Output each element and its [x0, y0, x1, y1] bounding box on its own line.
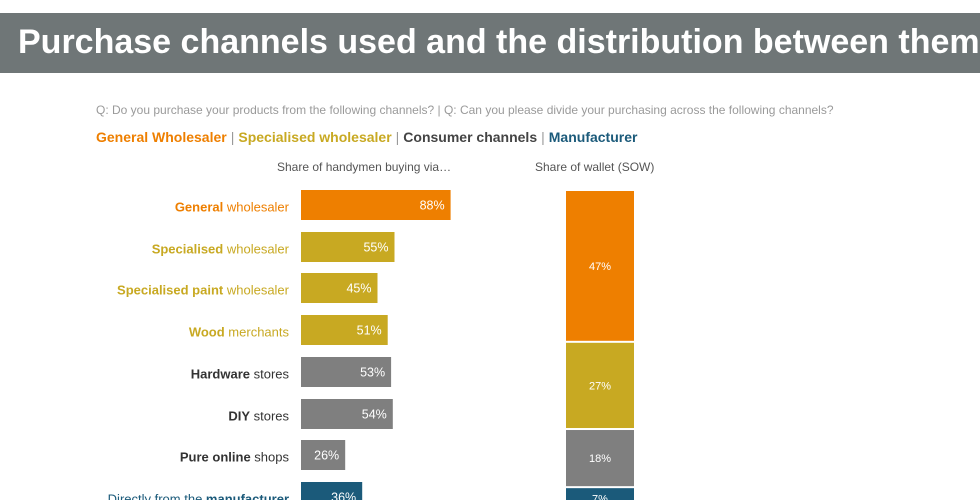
bar-value-label: 36%	[331, 491, 356, 500]
stack-segment	[566, 342, 634, 429]
bar	[301, 399, 393, 429]
bar-value-label: 55%	[363, 241, 388, 255]
category-label-rest: wholesaler	[223, 200, 289, 215]
legend-item-specialised-wholesaler: Specialised wholesaler	[238, 129, 392, 145]
category-label: Directly from the manufacturer	[108, 492, 289, 500]
legend-separator: |	[541, 129, 545, 145]
category-label-bold: Hardware	[191, 367, 250, 382]
stack-segment	[566, 191, 634, 341]
stack-segment-label: 27%	[589, 380, 611, 392]
legend-separator: |	[230, 129, 235, 145]
category-label-bold: manufacturer	[206, 492, 289, 500]
bar	[301, 440, 346, 470]
bar-value-label: 54%	[362, 408, 387, 422]
stack-segment-label: 47%	[589, 261, 611, 273]
category-label-rest: stores	[250, 409, 290, 424]
category-label-bold: Pure online	[180, 450, 251, 465]
category-label-rest: shops	[251, 450, 290, 465]
left-panel-title: Share of handymen buying via…	[277, 160, 452, 174]
bar-value-label: 88%	[420, 199, 445, 213]
stack-segment-label: 18%	[589, 453, 611, 465]
bar-value-label: 53%	[360, 366, 385, 380]
title-bar: Purchase channels used and the distribut…	[0, 13, 980, 73]
category-label: Hardware stores	[191, 367, 290, 382]
stack-segment	[566, 430, 634, 487]
question-text: Q: Do you purchase your products from th…	[96, 103, 834, 117]
bar	[301, 482, 363, 500]
legend-separator: |	[395, 129, 400, 145]
category-label-bold: Specialised paint	[117, 283, 224, 298]
category-label-rest: wholesaler	[223, 242, 289, 257]
category-label-bold: DIY	[228, 409, 250, 424]
bar	[301, 232, 395, 262]
bar-value-label: 26%	[314, 449, 339, 463]
category-label-prefix: Directly from the	[108, 492, 206, 500]
stack-segment	[566, 488, 634, 500]
legend-item-manufacturer: Manufacturer	[548, 129, 638, 145]
category-label-bold: Specialised	[152, 242, 224, 257]
legend-item-consumer-channels: Consumer channels	[403, 129, 538, 145]
bar	[301, 357, 392, 387]
bar	[301, 190, 451, 220]
right-panel-title: Share of wallet (SOW)	[535, 160, 655, 174]
category-label-bold: General	[175, 200, 223, 215]
category-label: General wholesaler	[175, 200, 290, 215]
bar	[301, 273, 378, 303]
bar-value-label: 51%	[357, 324, 382, 338]
page-title: Purchase channels used and the distribut…	[18, 23, 980, 61]
bar	[301, 315, 388, 345]
category-label-bold: Wood	[189, 325, 225, 340]
category-label-rest: wholesaler	[223, 283, 289, 298]
bar-value-label: 45%	[346, 282, 371, 296]
category-label: Specialised wholesaler	[152, 242, 290, 257]
category-label: Specialised paint wholesaler	[117, 283, 290, 298]
stack-segment-label: 7%	[592, 493, 608, 500]
category-label-rest: stores	[250, 367, 290, 382]
category-label: DIY stores	[228, 409, 289, 424]
category-label: Wood merchants	[189, 325, 290, 340]
category-label: Pure online shops	[180, 450, 290, 465]
legend-item-general-wholesaler: General Wholesaler	[96, 129, 227, 145]
category-label-rest: merchants	[225, 325, 290, 340]
legend: General Wholesaler | Specialised wholesale…	[96, 129, 637, 145]
